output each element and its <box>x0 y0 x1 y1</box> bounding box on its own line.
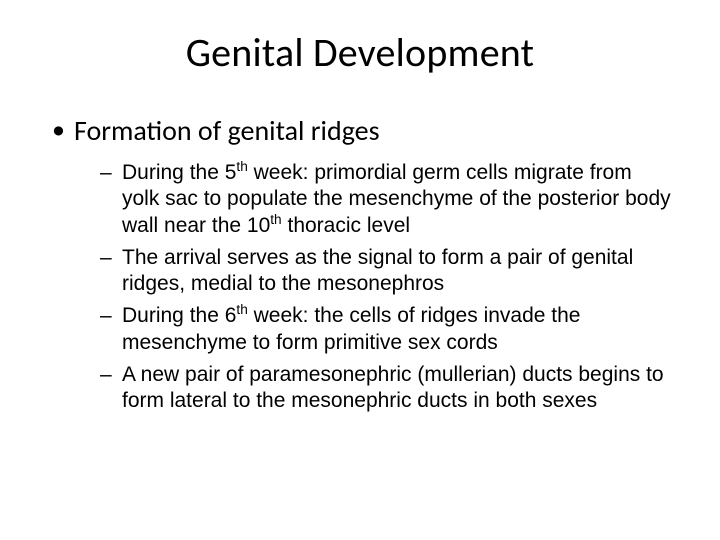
level1-text: Formation of genital ridges <box>74 113 380 148</box>
bullet-list-level1: Formation of genital ridges During the 5… <box>46 113 674 414</box>
superscript: th <box>236 159 247 174</box>
list-item: During the 6th week: the cells of ridges… <box>100 303 674 356</box>
list-item: Formation of genital ridges During the 5… <box>46 113 674 414</box>
level2-text: A new pair of paramesonephric (mullerian… <box>122 363 664 412</box>
slide: Genital Development Formation of genital… <box>0 0 720 540</box>
level2-text: During the 6 <box>122 304 236 327</box>
level2-text: During the 5 <box>122 161 236 184</box>
list-item: A new pair of paramesonephric (mullerian… <box>100 362 674 415</box>
slide-body: Formation of genital ridges During the 5… <box>0 85 720 414</box>
superscript: th <box>270 212 281 227</box>
slide-title: Genital Development <box>0 0 720 85</box>
bullet-list-level2: During the 5th week: primordial germ cel… <box>74 160 674 414</box>
superscript: th <box>236 302 247 317</box>
level2-text: thoracic level <box>282 214 410 237</box>
list-item: During the 5th week: primordial germ cel… <box>100 160 674 239</box>
list-item: The arrival serves as the signal to form… <box>100 245 674 298</box>
level2-text: The arrival serves as the signal to form… <box>122 246 633 295</box>
